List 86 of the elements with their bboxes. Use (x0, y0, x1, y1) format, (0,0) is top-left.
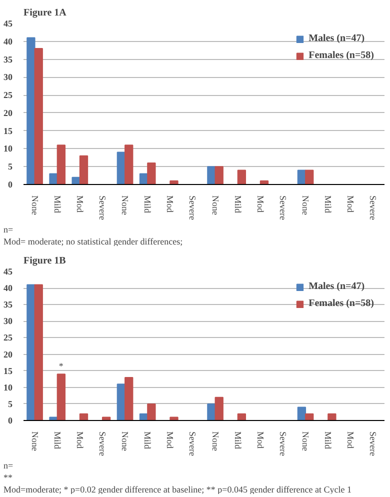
legend-label: Males (n=47) (308, 33, 365, 44)
text: n= (4, 460, 14, 470)
y-tick-label: 40 (4, 283, 13, 294)
x-tick-label: Mild (232, 432, 243, 450)
x-tick-label: Mild (52, 432, 62, 450)
x-tick-label: None (30, 432, 40, 451)
bar (102, 416, 111, 420)
bar (26, 284, 36, 420)
y-tick-label: 35 (4, 300, 13, 310)
x-tick-label: Mod (165, 196, 176, 213)
x-tick-label: Mild (323, 196, 334, 214)
legend-label: Females (n=58) (308, 298, 374, 309)
bar (124, 144, 134, 184)
x-tick-label: None (120, 432, 130, 451)
y-tick-label: 35 (4, 54, 13, 64)
bar (79, 413, 88, 420)
bar (207, 403, 216, 420)
bar (207, 166, 216, 184)
x-tick-label: Mod (255, 196, 266, 213)
x-tick-label: Mod (255, 432, 266, 449)
x-tick-label: Mod (74, 196, 85, 213)
bar (147, 162, 156, 184)
x-tick-label: Mod (74, 432, 85, 449)
y-tick-label: 15 (4, 366, 13, 376)
x-tick-label: Severe (368, 432, 378, 456)
x-tick-label: Mild (52, 196, 62, 214)
bar (214, 166, 224, 184)
bar (34, 48, 43, 184)
bar (34, 284, 43, 420)
bar (328, 413, 336, 420)
x-tick-label: None (300, 196, 311, 215)
text: ** (4, 472, 13, 482)
y-tick-label: 15 (4, 126, 13, 136)
bar (170, 416, 178, 420)
x-tick-label: Severe (368, 196, 378, 220)
bar (79, 155, 88, 184)
bar (170, 180, 178, 184)
y-tick-label: 45 (4, 266, 13, 276)
chart-title: Figure 1B (24, 256, 66, 266)
y-tick-label: 5 (8, 162, 13, 172)
legend-label: Females (n=58) (308, 50, 374, 61)
x-tick-label: Mild (232, 196, 243, 214)
bar (56, 374, 66, 420)
bar (214, 396, 224, 420)
x-tick-label: Severe (97, 196, 108, 220)
x-tick-label: Severe (278, 196, 288, 220)
y-tick-label: 20 (4, 108, 13, 118)
y-tick-label: 20 (4, 349, 13, 360)
y-tick-label: 0 (8, 180, 13, 190)
y-tick-label: 45 (4, 18, 13, 28)
bar (305, 170, 314, 184)
y-tick-label: 25 (4, 332, 13, 343)
x-tick-label: Mod (165, 432, 176, 449)
y-tick-label: 10 (4, 382, 13, 392)
x-tick-label: Mod (346, 432, 356, 449)
y-tick-label: 30 (4, 316, 13, 326)
x-tick-label: None (210, 196, 220, 215)
x-tick-label: None (300, 432, 311, 451)
x-tick-label: Mild (142, 196, 153, 214)
y-tick-label: 30 (4, 72, 13, 82)
bar (305, 413, 314, 420)
bar (124, 376, 134, 420)
x-tick-label: Severe (97, 432, 108, 456)
legend-label: Males (n=47) (308, 281, 365, 292)
x-tick-label: None (30, 196, 40, 215)
bar (56, 144, 66, 184)
y-tick-label: 5 (8, 398, 13, 409)
y-tick-label: 25 (4, 90, 13, 100)
y-tick-label: 0 (8, 416, 13, 426)
x-tick-label: Mild (142, 432, 153, 450)
x-tick-label: Severe (188, 432, 198, 456)
x-tick-label: Severe (188, 196, 198, 220)
bar (147, 403, 156, 420)
x-tick-label: None (210, 432, 220, 451)
bar (237, 170, 246, 184)
y-tick-label: 40 (4, 36, 13, 46)
x-tick-label: None (120, 196, 130, 215)
y-tick-label: 10 (4, 144, 13, 154)
chart-title: Figure 1A (24, 8, 68, 18)
x-tick-label: Severe (278, 432, 288, 456)
bar (237, 413, 246, 420)
x-tick-label: Mod (346, 196, 356, 213)
x-tick-label: Mild (323, 432, 334, 450)
annotation: * (58, 360, 64, 371)
text: n= (4, 224, 14, 234)
bar (26, 37, 36, 184)
